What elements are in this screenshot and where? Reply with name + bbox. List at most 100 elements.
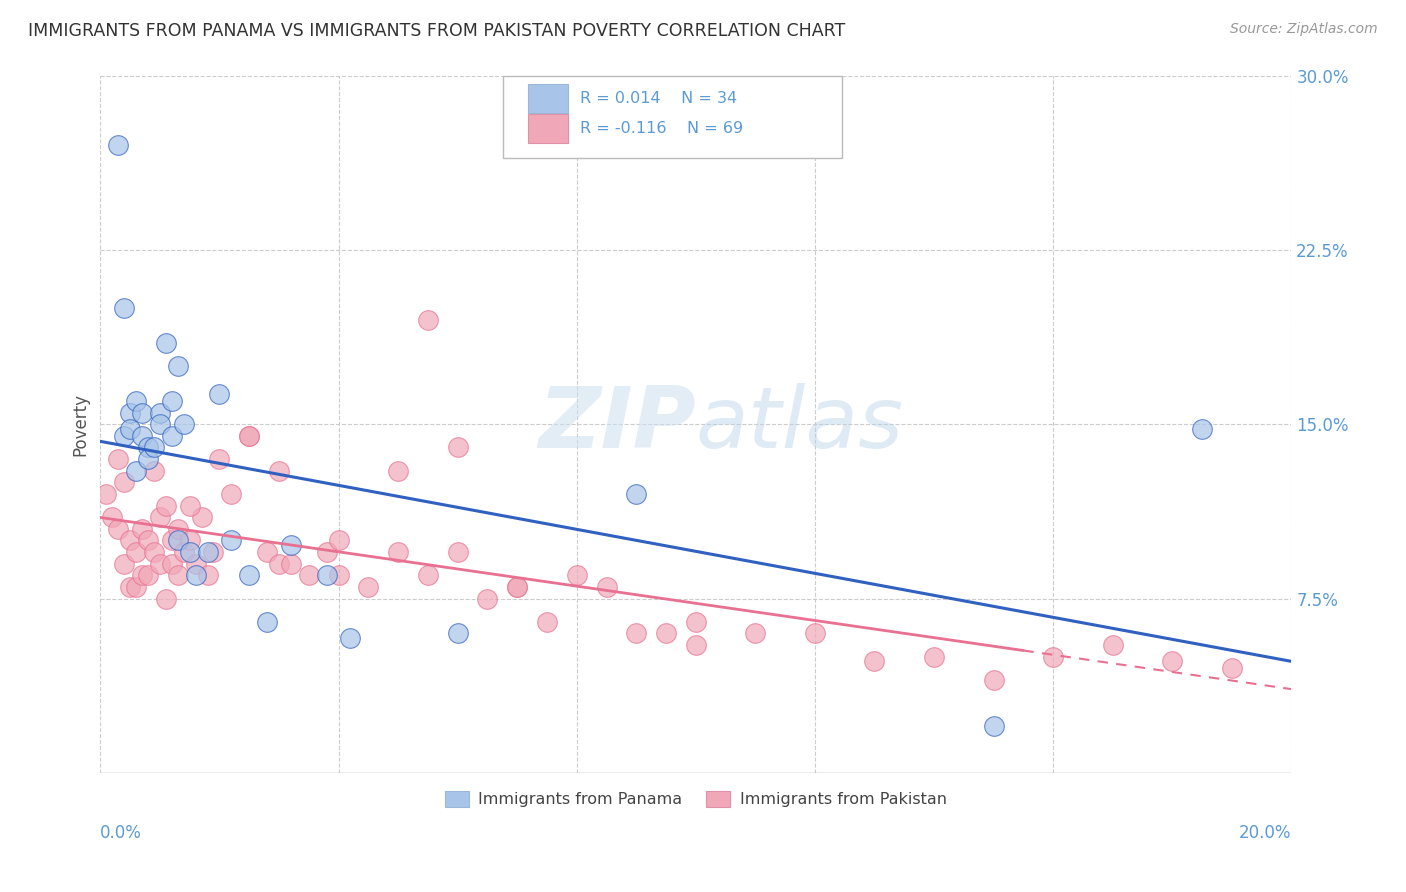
Point [1220, 661, 1243, 675]
Point [179, 499, 201, 513]
Text: atlas: atlas [696, 383, 904, 466]
Point [184, 557, 207, 571]
Point [315, 568, 337, 582]
Point [1191, 422, 1213, 436]
FancyBboxPatch shape [527, 84, 568, 113]
Point [221, 487, 243, 501]
Point [160, 429, 183, 443]
Point [197, 568, 219, 582]
Point [357, 580, 380, 594]
Point [744, 626, 766, 640]
Point [149, 406, 172, 420]
Point [120, 580, 142, 594]
Point [142, 464, 165, 478]
Point [298, 568, 321, 582]
Point [339, 631, 361, 645]
Point [983, 719, 1005, 733]
Point [160, 533, 183, 548]
Point [477, 591, 499, 606]
Point [387, 464, 409, 478]
Point [983, 673, 1005, 687]
Point [626, 487, 648, 501]
Text: R = 0.014    N = 34: R = 0.014 N = 34 [581, 91, 737, 106]
Point [125, 580, 148, 594]
Point [155, 335, 177, 350]
Point [107, 522, 129, 536]
Point [160, 394, 183, 409]
Point [101, 510, 124, 524]
Point [112, 301, 135, 315]
Point [267, 557, 290, 571]
Point [166, 568, 188, 582]
Point [184, 568, 207, 582]
Point [166, 359, 188, 373]
Point [120, 422, 142, 436]
Point [446, 441, 468, 455]
Point [131, 568, 153, 582]
Point [506, 580, 529, 594]
Point [166, 522, 188, 536]
Point [179, 533, 201, 548]
Text: ZIP: ZIP [538, 383, 696, 466]
Point [863, 654, 886, 668]
Point [280, 538, 302, 552]
Point [112, 429, 135, 443]
Point [685, 615, 707, 629]
Point [387, 545, 409, 559]
Point [238, 568, 260, 582]
Text: 20.0%: 20.0% [1239, 824, 1291, 842]
Point [536, 615, 558, 629]
Point [131, 522, 153, 536]
Point [197, 545, 219, 559]
Point [626, 626, 648, 640]
Point [125, 464, 148, 478]
Point [238, 429, 260, 443]
Point [208, 387, 231, 401]
Point [315, 545, 337, 559]
Point [190, 510, 212, 524]
Point [107, 138, 129, 153]
Point [136, 568, 159, 582]
Point [179, 545, 201, 559]
FancyBboxPatch shape [503, 76, 842, 158]
Point [256, 615, 278, 629]
Point [125, 394, 148, 409]
Point [136, 441, 159, 455]
Text: Source: ZipAtlas.com: Source: ZipAtlas.com [1230, 22, 1378, 37]
Point [96, 487, 118, 501]
Point [267, 464, 290, 478]
Point [112, 557, 135, 571]
Point [416, 312, 439, 326]
Point [160, 557, 183, 571]
Point [125, 545, 148, 559]
Point [107, 452, 129, 467]
Point [149, 417, 172, 432]
Point [1042, 649, 1064, 664]
Point [142, 441, 165, 455]
Point [166, 533, 188, 548]
Point [256, 545, 278, 559]
Point [922, 649, 945, 664]
Point [685, 638, 707, 652]
Text: 0.0%: 0.0% [100, 824, 142, 842]
Point [155, 499, 177, 513]
Point [131, 429, 153, 443]
Point [131, 406, 153, 420]
Point [120, 406, 142, 420]
Point [136, 452, 159, 467]
Point [446, 545, 468, 559]
Point [595, 580, 617, 594]
Point [506, 580, 529, 594]
Point [136, 533, 159, 548]
Point [565, 568, 588, 582]
Point [416, 568, 439, 582]
Point [149, 557, 172, 571]
Point [142, 545, 165, 559]
Point [655, 626, 678, 640]
Point [149, 510, 172, 524]
Point [173, 417, 195, 432]
Point [280, 557, 302, 571]
Point [328, 568, 350, 582]
Legend: Immigrants from Panama, Immigrants from Pakistan: Immigrants from Panama, Immigrants from … [439, 785, 953, 814]
Point [1101, 638, 1123, 652]
